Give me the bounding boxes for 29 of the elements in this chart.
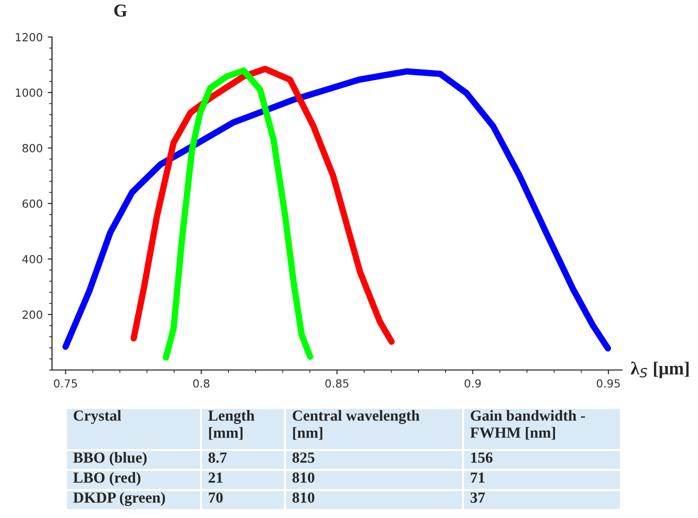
text: 810	[292, 472, 314, 483]
text: Gain bandwidth - FWHM [nm]	[470, 410, 585, 440]
y-tick-label: 400	[22, 254, 42, 264]
x-tick-label: 0.9	[464, 379, 481, 388]
text: Length [mm]	[208, 410, 254, 440]
y-tick-label: 1200	[16, 32, 42, 42]
text: 825	[292, 452, 314, 463]
text: 8.7	[208, 452, 227, 463]
y-axis-title: G	[114, 4, 127, 17]
text: 156	[471, 452, 492, 463]
y-tick-label: 600	[22, 199, 42, 208]
text: BBO (blue)	[73, 452, 147, 466]
x-axis-title: λ$_{S}$ [μm]	[630, 362, 689, 378]
text: 21	[208, 472, 222, 483]
x-tick-label: 0.85	[325, 379, 348, 388]
x-tick-label: 0.95	[596, 379, 620, 388]
y-tick-label: 800	[22, 144, 42, 152]
y-tick-label: 200	[22, 310, 42, 319]
text: 70	[208, 492, 223, 503]
text: 37	[470, 492, 485, 503]
text: Crystal	[74, 410, 122, 424]
text: 71	[470, 472, 484, 483]
x-tick-label: 0.8	[193, 379, 210, 388]
y-tick-label: 1000	[16, 88, 42, 97]
text: DKDP (green)	[73, 492, 165, 506]
x-tick-label: 0.75	[54, 379, 77, 388]
text: 810	[292, 492, 314, 503]
text: Central wavelength [nm]	[292, 410, 420, 440]
text: LBO (red)	[73, 472, 140, 486]
